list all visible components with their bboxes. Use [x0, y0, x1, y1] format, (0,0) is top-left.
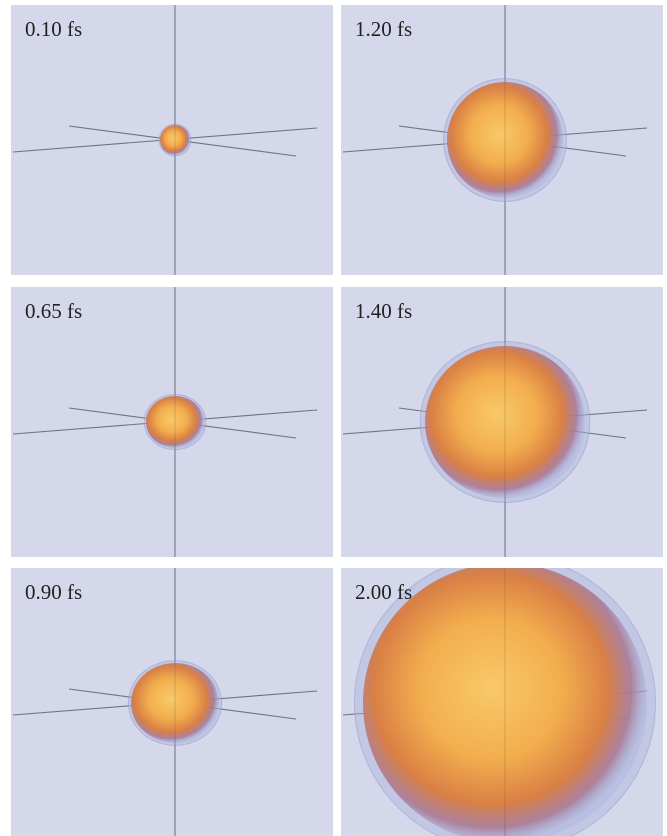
time-label: 1.40 fs [355, 299, 412, 323]
time-label: 0.10 fs [25, 17, 82, 41]
page: 0.10 fs 1.20 fs 0.65 fs 1.40 fs 0.90 fs 2.00 … [0, 0, 667, 836]
panel: 0.90 fs [11, 568, 333, 836]
time-label: 1.20 fs [355, 17, 412, 41]
panel: 1.20 fs [341, 5, 663, 275]
panel: 2.00 fs [341, 555, 663, 836]
figure: 0.10 fs 1.20 fs 0.65 fs 1.40 fs 0.90 fs 2.00 … [0, 0, 667, 836]
time-label: 2.00 fs [355, 580, 412, 604]
time-label: 0.90 fs [25, 580, 82, 604]
panel: 0.10 fs [11, 5, 333, 275]
panel: 0.65 fs [11, 287, 333, 557]
panel: 1.40 fs [341, 287, 663, 557]
time-label: 0.65 fs [25, 299, 82, 323]
